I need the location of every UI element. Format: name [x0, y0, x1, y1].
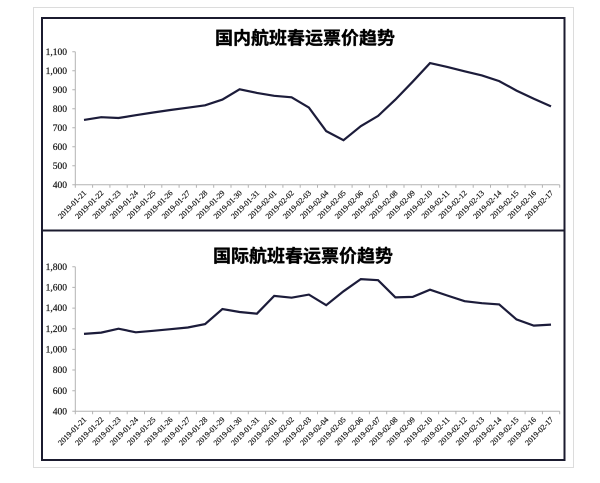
svg-text:800: 800 — [53, 366, 68, 376]
svg-text:400: 400 — [53, 408, 68, 418]
svg-text:600: 600 — [53, 143, 68, 153]
svg-text:1,000: 1,000 — [46, 67, 68, 77]
svg-text:900: 900 — [53, 86, 68, 96]
svg-text:1,400: 1,400 — [46, 304, 68, 314]
svg-text:400: 400 — [53, 181, 68, 191]
svg-text:1,600: 1,600 — [46, 284, 68, 294]
svg-text:1,000: 1,000 — [46, 346, 68, 356]
svg-text:1,100: 1,100 — [46, 48, 68, 58]
svg-text:1,200: 1,200 — [46, 325, 68, 335]
svg-text:800: 800 — [53, 105, 68, 115]
svg-text:1,800: 1,800 — [46, 263, 68, 273]
svg-text:700: 700 — [53, 124, 68, 134]
svg-text:600: 600 — [53, 387, 68, 397]
svg-text:500: 500 — [53, 162, 68, 172]
